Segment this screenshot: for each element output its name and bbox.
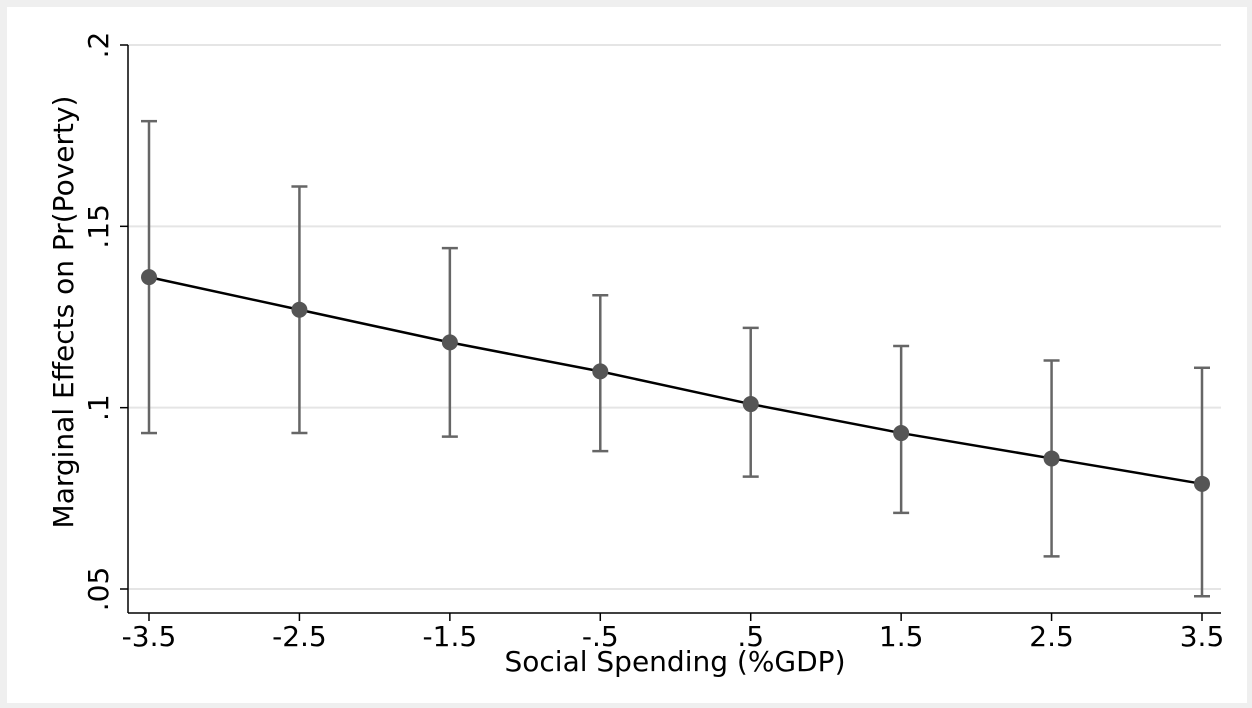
data-point	[742, 396, 759, 413]
series-line	[148, 275, 1203, 486]
errorbar-layer	[141, 119, 1210, 598]
x-tick-label: -1.5	[423, 620, 478, 653]
marker-layer	[141, 269, 1210, 492]
y-axis-title: Marginal Effects on Pr(Poverty)	[47, 96, 80, 529]
chart-frame: Marginal Effects on Pr(Poverty) Social S…	[7, 7, 1247, 703]
x-axis-title: Social Spending (%GDP)	[504, 645, 845, 678]
y-tick-label: .2	[82, 32, 115, 59]
line-layer	[148, 275, 1203, 486]
x-tick-label: -2.5	[272, 620, 327, 653]
grid-layer	[128, 44, 1221, 590]
data-point	[893, 425, 910, 442]
label-layer: Marginal Effects on Pr(Poverty) Social S…	[47, 32, 1224, 678]
x-tick-label: 3.5	[1180, 620, 1225, 653]
y-tick-label: .05	[82, 567, 115, 612]
data-point	[441, 334, 458, 351]
x-tick-label: .5	[737, 620, 764, 653]
data-point	[1043, 450, 1060, 467]
x-tick-label: 1.5	[879, 620, 924, 653]
y-tick-label: .15	[82, 204, 115, 249]
data-point	[291, 301, 308, 318]
axis-layer	[120, 44, 1221, 621]
x-tick-label: -.5	[582, 620, 619, 653]
x-tick-label: 2.5	[1029, 620, 1074, 653]
x-tick-label: -3.5	[122, 620, 177, 653]
data-point	[592, 363, 609, 380]
y-tick-label: .1	[82, 394, 115, 421]
marginal-effects-chart: Marginal Effects on Pr(Poverty) Social S…	[47, 32, 1224, 678]
data-point	[1194, 475, 1210, 492]
data-point	[141, 269, 157, 286]
